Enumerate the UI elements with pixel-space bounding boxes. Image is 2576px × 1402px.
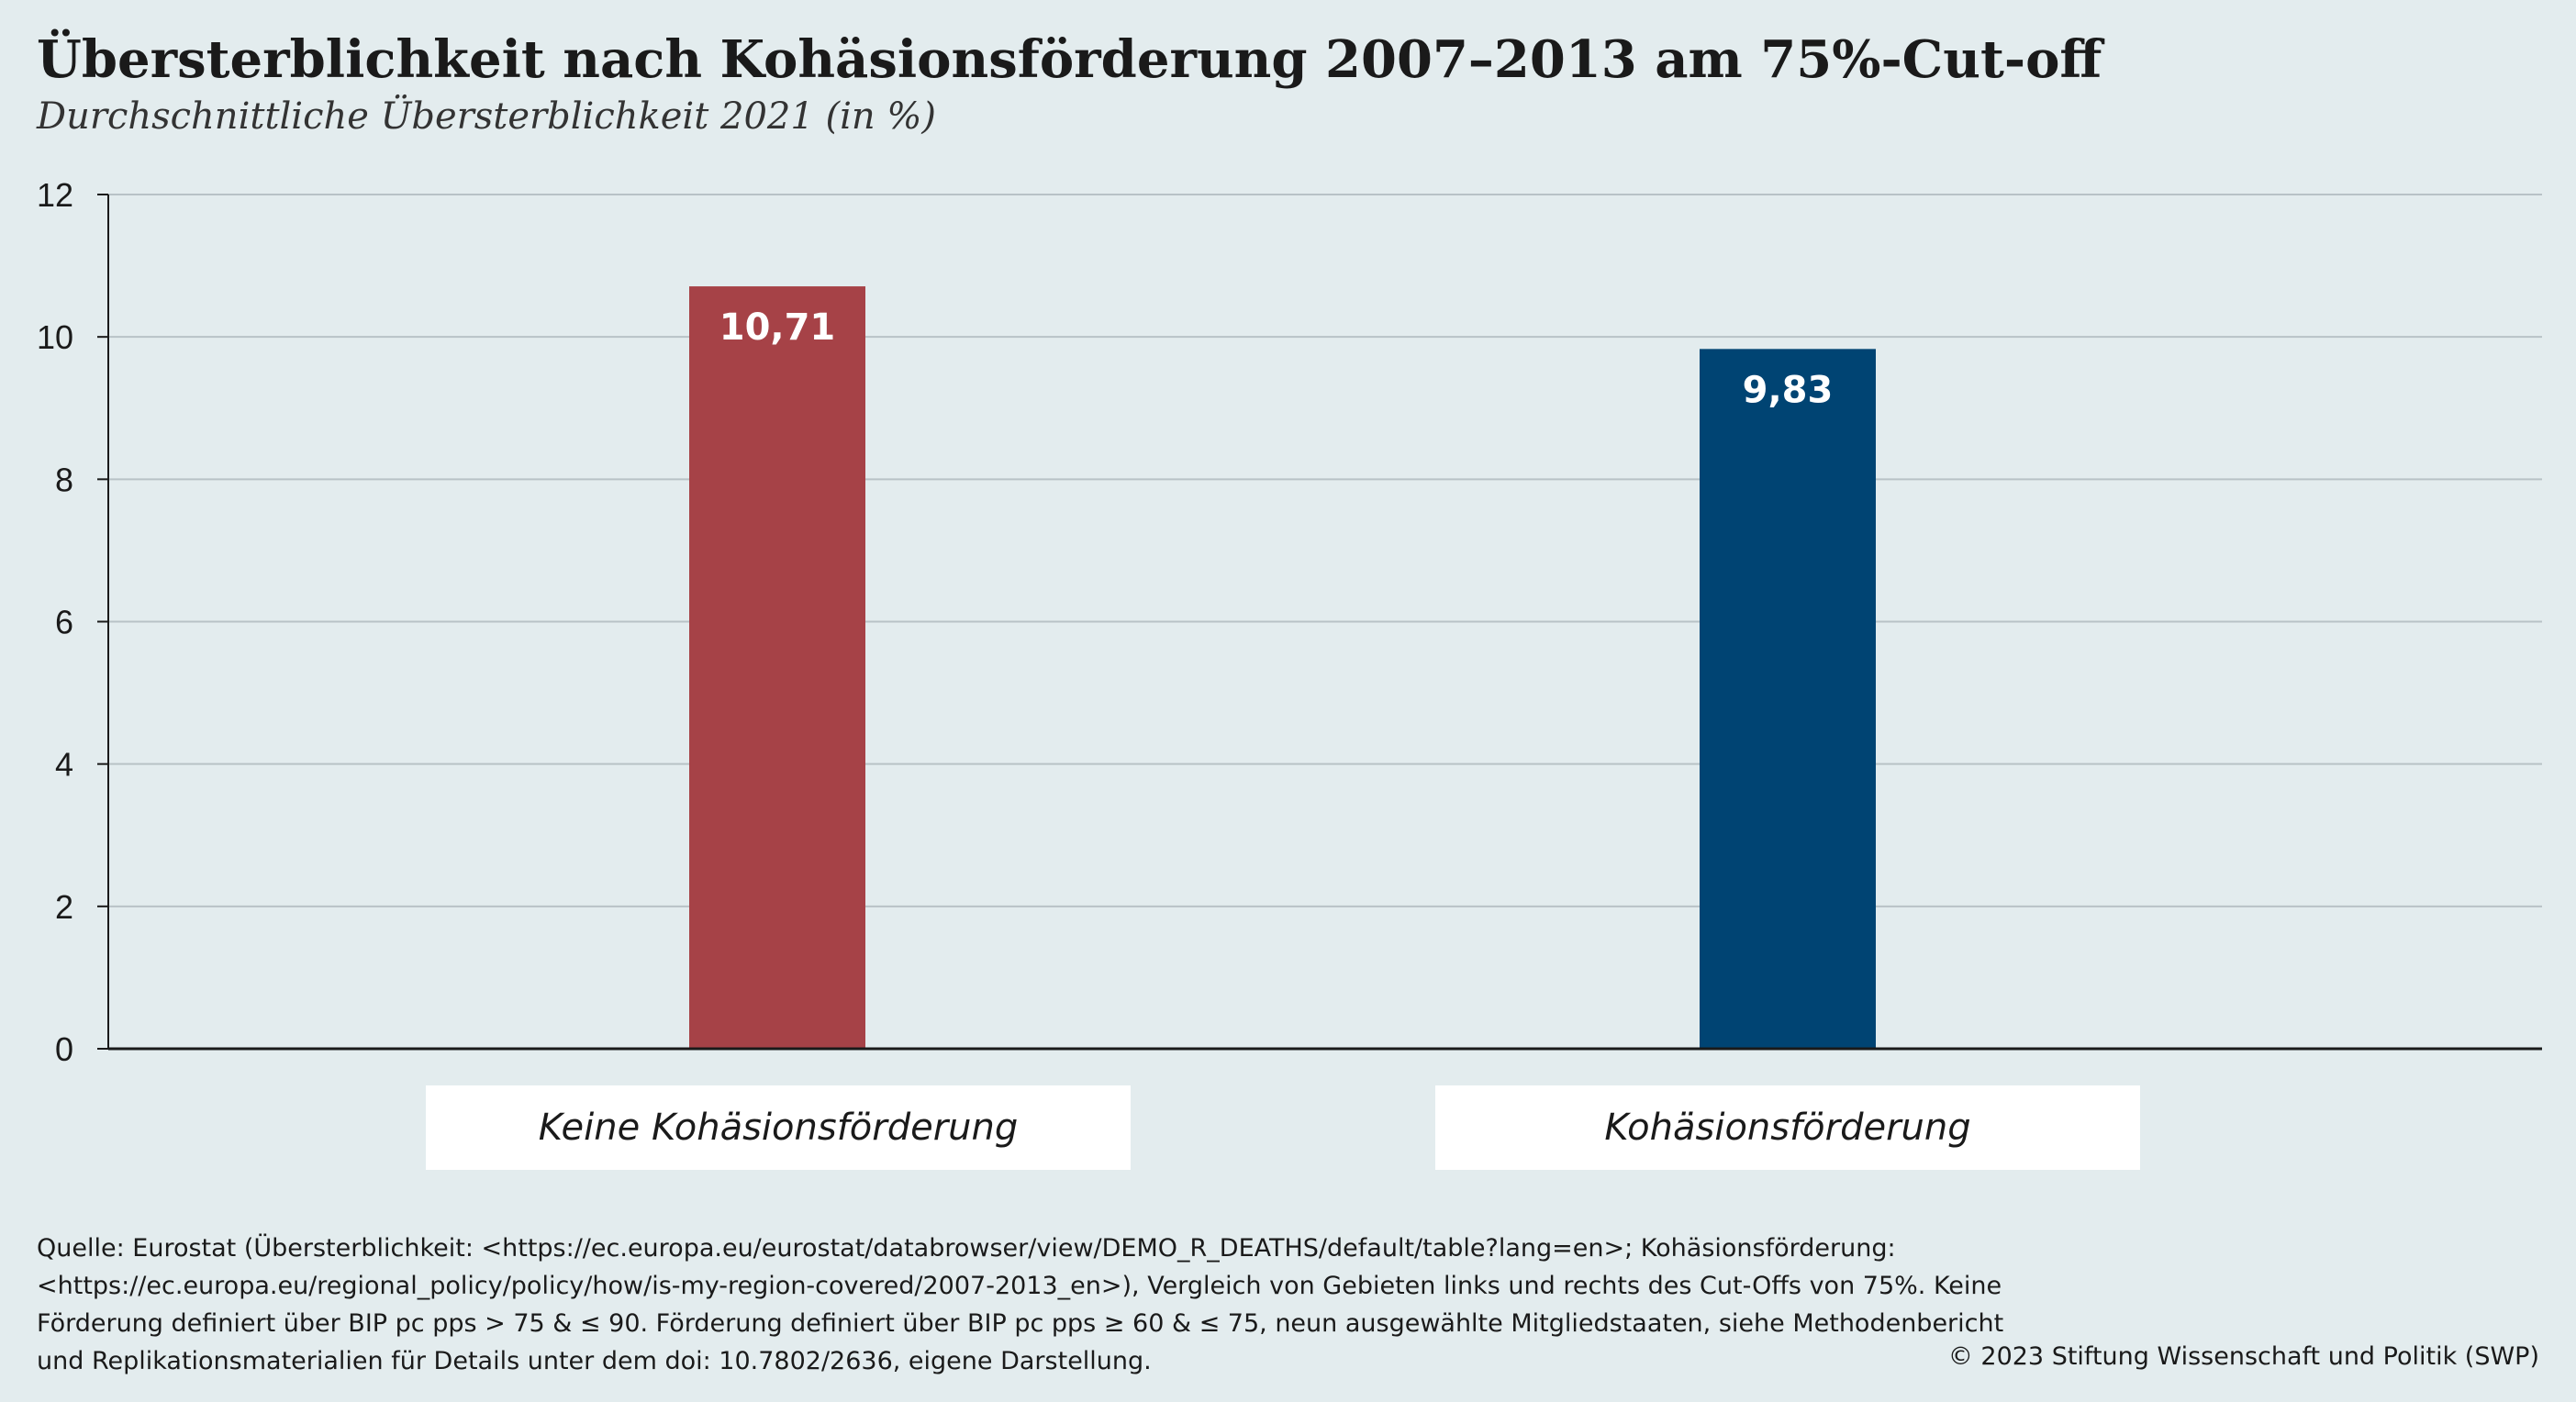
y-tick-label: 12 <box>37 176 73 214</box>
bar <box>689 286 865 1049</box>
y-tick-label: 0 <box>55 1030 73 1064</box>
y-tick-label: 10 <box>37 318 73 356</box>
chart-subtitle: Durchschnittliche Übersterblichkeit 2021… <box>37 95 936 138</box>
source-note: Quelle: Eurostat (Übersterblichkeit: <ht… <box>37 1234 2004 1375</box>
copyright-note: © 2023 Stiftung Wissenschaft und Politik… <box>1947 1342 2539 1371</box>
y-tick-label: 8 <box>55 461 73 498</box>
category-label-1: Kohäsionsförderung <box>1435 1085 2140 1170</box>
category-label-0: Keine Kohäsionsförderung <box>426 1085 1131 1170</box>
chart-title: Übersterblichkeit nach Kohäsionsförderun… <box>37 29 2102 90</box>
bar <box>1700 349 1876 1049</box>
bar-chart: 0 2 4 6 8 10 12 10,71 9,83 <box>37 176 2542 1064</box>
y-tick-label: 6 <box>55 604 73 641</box>
y-tick-label: 2 <box>55 888 73 926</box>
data-label: 9,83 <box>1743 369 1834 411</box>
data-label: 10,71 <box>719 306 836 349</box>
y-tick-label: 4 <box>55 746 73 784</box>
